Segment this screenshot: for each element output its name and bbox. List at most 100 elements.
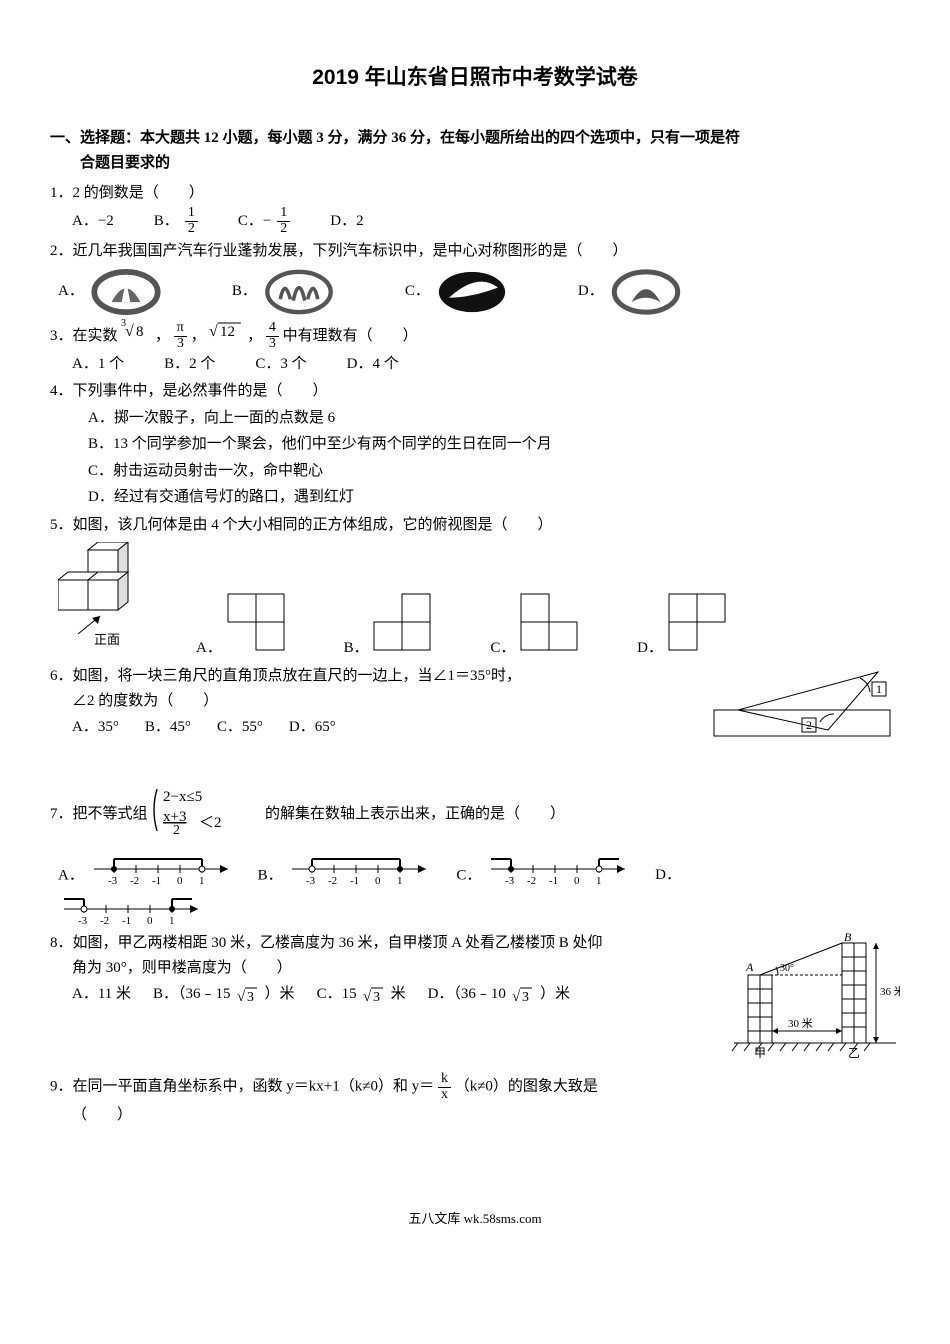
svg-text:3: 3 <box>522 990 529 1004</box>
q6-opt-d: D．65° <box>289 715 336 741</box>
svg-text:1: 1 <box>876 682 882 696</box>
svg-text:-3: -3 <box>108 875 118 887</box>
frac-num: 1 <box>185 206 198 222</box>
q2-c-label: C． <box>405 279 430 305</box>
q7-d-label: D． <box>655 867 681 883</box>
q3-opt-c: C．3 个 <box>255 352 306 378</box>
four-over-three: 4 3 <box>266 321 279 351</box>
numberline-b-icon: -3 -2 -1 0 1 <box>286 849 436 889</box>
q2-stem: 2．近几年我国国产汽车行业蓬勃发展，下列汽车标识中，是中心对称图形的是（ ） <box>50 239 900 265</box>
q8-c-pre: C．15 <box>317 982 357 1008</box>
q7-a-label: A． <box>58 867 84 883</box>
svg-text:＜2: ＜2 <box>199 815 222 831</box>
q8-opt-d: D．（36﹣10 √3 ）米 <box>428 982 570 1008</box>
exam-title: 2019 年山东省日照市中考数学试卷 <box>50 60 900 96</box>
car-logo-a-icon <box>90 268 162 316</box>
comma: ， <box>155 328 170 344</box>
q8-opt-a: A．11 米 <box>72 982 131 1008</box>
svg-text:√: √ <box>363 989 372 1004</box>
q2-a-label: A． <box>58 279 84 305</box>
q8-b-post: ）米 <box>265 982 295 1008</box>
svg-text:-1: -1 <box>350 875 359 887</box>
svg-text:2: 2 <box>806 718 812 732</box>
svg-text:√: √ <box>125 323 134 340</box>
svg-text:-1: -1 <box>122 915 131 927</box>
q6-opt-b: B．45° <box>145 715 191 741</box>
q5-solid-figure: 正面 <box>58 542 168 662</box>
q7-opt-c: C． -3 -2 -1 0 1 <box>456 849 635 889</box>
question-8: 30° A B 30 米 36 米 甲 乙 8．如图，甲乙两楼相距 30 米，乙… <box>50 931 900 1071</box>
q2-opt-c: C． <box>405 268 508 316</box>
topview-c-icon <box>519 592 609 652</box>
svg-text:-3: -3 <box>306 875 316 887</box>
q5-opt-a: A． <box>196 592 316 662</box>
section-1-line2: 合题目要求的 <box>50 151 900 177</box>
q4-stem: 4．下列事件中，是必然事件的是（ ） <box>50 379 900 405</box>
three: 3 <box>174 337 187 352</box>
q1-opt-b: B． 1 2 <box>154 206 198 236</box>
svg-text:1: 1 <box>596 875 602 887</box>
svg-text:-2: -2 <box>130 875 139 887</box>
svg-text:-2: -2 <box>328 875 337 887</box>
svg-text:-2: -2 <box>100 915 109 927</box>
q7-opt-b: B． -3 -2 -1 0 1 <box>258 849 437 889</box>
sqrt-icon: √3 <box>363 986 385 1004</box>
svg-text:36 米: 36 米 <box>880 985 900 998</box>
svg-text:B: B <box>844 931 852 944</box>
page-footer: 五八文库 wk.58sms.com <box>50 1208 900 1230</box>
q8-d-post: ）米 <box>540 982 570 1008</box>
svg-text:-1: -1 <box>152 875 161 887</box>
numberline-a-icon: -3 -2 -1 0 1 <box>88 849 238 889</box>
svg-text:2: 2 <box>173 823 180 835</box>
q5-opt-c: C． <box>490 592 609 662</box>
topview-b-icon <box>372 592 462 652</box>
q8-opt-c: C．15 √3 米 <box>317 982 406 1008</box>
q4-opt-b: B．13 个同学参加一个聚会，他们中至少有两个同学的生日在同一个月 <box>88 432 900 458</box>
svg-text:8: 8 <box>136 324 144 340</box>
svg-text:-3: -3 <box>505 875 515 887</box>
q3-opt-d: D．4 个 <box>347 352 399 378</box>
inequality-system: 2−x≤5 x+3 2 ＜2 <box>151 785 261 845</box>
q3-stem-suffix: 中有理数有（ ） <box>283 328 418 344</box>
q1-stem: 1．2 的倒数是（ ） <box>50 185 204 201</box>
svg-text:甲: 甲 <box>754 1046 766 1060</box>
three: 3 <box>266 337 279 352</box>
sqrt-icon: √3 <box>512 986 534 1004</box>
q9-stem-b: （k≠0）的图象大致是 <box>455 1079 598 1095</box>
q5-d-label: D． <box>637 640 663 656</box>
q8-opt-b: B．（36﹣15 √3 ）米 <box>153 982 295 1008</box>
comma: ， <box>247 328 262 344</box>
svg-text:0: 0 <box>574 875 580 887</box>
question-9: 9．在同一平面直角坐标系中，函数 y＝kx+1（k≠0）和 y＝ k x （k≠… <box>50 1072 900 1128</box>
q7-opt-a: A． -3 -2 -1 0 1 <box>58 849 238 889</box>
cuberoot-8: 3√8 <box>121 318 151 350</box>
q7-stem-prefix: 7．把不等式组 <box>50 807 148 823</box>
q4-opt-a: A．掷一次骰子，向上一面的点数是 6 <box>88 406 900 432</box>
fraction-icon: 1 2 <box>185 206 198 236</box>
frac-num: 1 <box>277 206 290 222</box>
svg-text:2−x≤5: 2−x≤5 <box>163 789 202 805</box>
question-1: 1．2 的倒数是（ ） A．−2 B． 1 2 C．− 1 2 D．2 <box>50 181 900 237</box>
svg-text:3: 3 <box>247 990 254 1004</box>
numberline-d-icon: -3 -2 -1 0 1 <box>58 889 208 929</box>
q8-figure: 30° A B 30 米 36 米 甲 乙 <box>730 931 900 1071</box>
topview-d-icon <box>667 592 757 652</box>
fraction-icon: 1 2 <box>277 206 290 236</box>
question-3: 3．在实数 3√8 ， π 3 ， √12 ， 4 3 中有理数有（ ） A．1… <box>50 318 900 377</box>
q2-d-label: D． <box>578 279 604 305</box>
svg-text:12: 12 <box>220 324 235 340</box>
q3-opt-a: A．1 个 <box>72 352 124 378</box>
question-4: 4．下列事件中，是必然事件的是（ ） A．掷一次骰子，向上一面的点数是 6 B．… <box>50 379 900 511</box>
svg-text:0: 0 <box>177 875 183 887</box>
svg-text:30 米: 30 米 <box>788 1017 813 1030</box>
sqrt-icon: √3 <box>237 986 259 1004</box>
q5-b-label: B． <box>344 640 369 656</box>
q4-opt-c: C．射击运动员射击一次，命中靶心 <box>88 459 900 485</box>
x: x <box>438 1088 451 1103</box>
section-1-heading: 一、选择题：本大题共 12 小题，每小题 3 分，满分 36 分，在每小题所给出… <box>50 126 900 177</box>
svg-text:√: √ <box>512 989 521 1004</box>
q5-c-label: C． <box>490 640 515 656</box>
q4-opt-d: D．经过有交通信号灯的路口，遇到红灯 <box>88 485 900 511</box>
q8-c-post: 米 <box>391 982 406 1008</box>
svg-text:乙: 乙 <box>848 1046 860 1060</box>
